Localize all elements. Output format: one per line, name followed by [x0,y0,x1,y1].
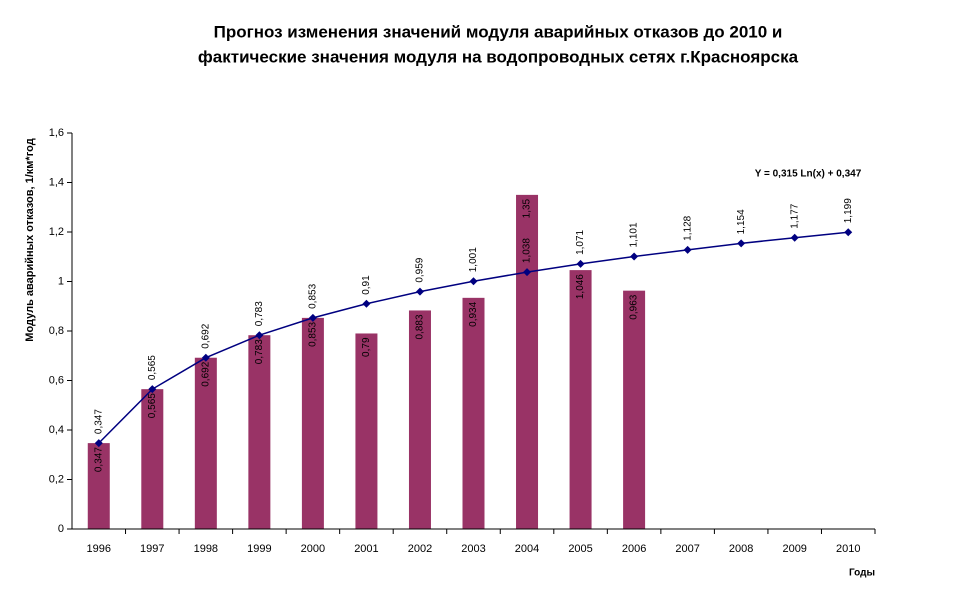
chart-title: фактические значения модуля на водопрово… [198,47,799,66]
x-tick-label: 2003 [461,543,485,555]
bar [569,270,592,529]
y-axis-label: Модуль аварийных отказов, 1/км*год [24,138,36,341]
bar-value-label: 0,79 [361,337,372,357]
x-tick-label: 2007 [675,543,699,555]
marker [844,228,853,237]
x-tick-label: 1997 [140,543,164,555]
bar-value-label: 0,853 [308,321,319,346]
line-value-label: 0,347 [93,409,104,434]
line-value-label: 1,071 [575,229,586,254]
marker [576,259,585,268]
bar [194,357,217,529]
bar-value-label: 0,347 [93,447,104,472]
x-tick-label: 2008 [729,543,753,555]
bar [355,333,378,529]
x-axis-label: Годы [849,568,875,579]
marker [255,331,264,340]
marker [523,268,532,277]
line-value-label: 0,565 [147,355,158,380]
line-value-label: 1,128 [682,215,693,240]
line-value-label: 0,692 [200,323,211,348]
bar-value-label: 0,692 [200,361,211,386]
line-value-label: 1,101 [629,222,640,247]
chart-title: Прогноз изменения значений модуля аварий… [214,22,783,41]
marker [362,299,371,308]
marker [148,385,157,394]
bar [141,389,164,529]
x-tick-label: 2004 [515,543,539,555]
bar-value-label: 0,883 [415,314,426,339]
y-tick-label: 1 [58,275,64,287]
x-tick-label: 1998 [194,543,218,555]
line-value-label: 1,177 [789,203,800,228]
line-value-label: 1,001 [468,247,479,272]
line-value-label: 0,783 [254,301,265,326]
x-tick-label: 2002 [408,543,432,555]
y-tick-label: 0,6 [49,374,64,386]
bar [623,290,646,529]
marker [737,239,746,248]
x-tick-label: 2009 [782,543,806,555]
x-tick-label: 1999 [247,543,271,555]
bar-value-label: 1,35 [522,198,533,218]
bar [516,194,539,529]
x-tick-label: 1996 [87,543,111,555]
x-tick-label: 2010 [836,543,860,555]
x-tick-label: 2005 [568,543,592,555]
x-tick-label: 2006 [622,543,646,555]
marker [94,439,103,448]
bar-value-label: 0,565 [147,393,158,418]
y-tick-label: 1,6 [49,127,64,139]
marker [415,287,424,296]
line-value-label: 0,91 [361,275,372,295]
line-value-label: 1,154 [736,209,747,234]
line-value-label: 1,038 [522,238,533,263]
bar [301,317,324,529]
marker [683,245,692,254]
bar [462,297,485,529]
marker [469,277,478,286]
bar [408,310,431,529]
y-tick-label: 0,4 [49,424,64,436]
bar-value-label: 0,934 [468,301,479,326]
x-tick-label: 2001 [354,543,378,555]
marker [790,233,799,242]
y-tick-label: 0 [58,523,64,535]
bar [87,443,110,529]
y-tick-label: 1,2 [49,226,64,238]
marker [308,313,317,322]
line-value-label: 0,959 [415,257,426,282]
bar [248,335,271,529]
marker [201,353,210,362]
marker [630,252,639,261]
y-tick-label: 0,2 [49,473,64,485]
x-tick-label: 2000 [301,543,325,555]
y-tick-label: 0,8 [49,325,64,337]
annotation: Y = 0,315 Ln(x) + 0,347 [755,169,862,180]
bar-value-label: 1,046 [575,274,586,299]
line-value-label: 0,853 [308,283,319,308]
bar-value-label: 0,963 [629,294,640,319]
y-tick-label: 1,4 [49,176,64,188]
bar-value-label: 0,783 [254,339,265,364]
line-value-label: 1,199 [843,198,854,223]
